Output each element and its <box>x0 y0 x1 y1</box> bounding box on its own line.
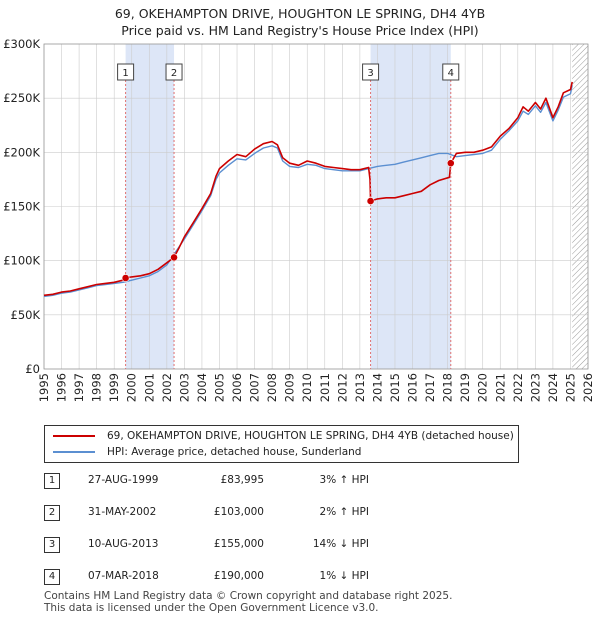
y-tick-label: £250K <box>3 91 40 105</box>
sale-marker-label: 4 <box>448 68 454 79</box>
x-tick-label: 1995 <box>37 373 51 402</box>
x-tick-label: 2024 <box>546 373 560 402</box>
footer: Contains HM Land Registry data © Crown c… <box>44 590 452 614</box>
sale-point <box>121 274 130 282</box>
y-tick-label: £0 <box>25 362 40 376</box>
x-tick-label: 2016 <box>406 373 420 402</box>
sale-marker-box <box>362 63 380 81</box>
sale-price: £83,995 <box>220 474 264 486</box>
x-tick-label: 1997 <box>72 373 86 402</box>
x-tick-label: 2006 <box>230 373 244 402</box>
x-tick-label: 1996 <box>55 373 69 402</box>
y-tick-label: £100K <box>3 254 40 268</box>
sale-price: £103,000 <box>213 506 264 518</box>
sale-marker-box <box>442 63 460 81</box>
legend-swatch-hpi <box>53 451 95 453</box>
sale-hpi-delta: 3% ↑ HPI <box>319 474 369 486</box>
x-tick-label: 2017 <box>423 373 437 402</box>
legend-label-price-paid: 69, OKEHAMPTON DRIVE, HOUGHTON LE SPRING… <box>107 430 514 442</box>
x-tick-label: 2005 <box>212 373 226 402</box>
sale-number: 3 <box>44 537 60 553</box>
x-tick-label: 2019 <box>458 373 472 402</box>
x-tick-label: 2007 <box>248 373 262 402</box>
sale-point <box>446 159 455 168</box>
x-tick-label: 2003 <box>177 373 191 402</box>
sale-number: 2 <box>44 505 60 521</box>
x-tick-label: 2000 <box>125 373 139 402</box>
x-tick-label: 2025 <box>563 373 577 402</box>
sale-number: 1 <box>44 473 60 489</box>
x-tick-label: 2010 <box>300 373 314 402</box>
legend-label-hpi: HPI: Average price, detached house, Sund… <box>107 446 362 458</box>
legend-item-price-paid: 69, OKEHAMPTON DRIVE, HOUGHTON LE SPRING… <box>53 428 514 444</box>
x-tick-label: 2001 <box>142 373 156 402</box>
x-tick-label: 2015 <box>388 373 402 402</box>
x-tick-label: 2011 <box>318 373 332 402</box>
x-tick-label: 2008 <box>265 373 279 402</box>
x-tick-label: 1999 <box>107 373 121 402</box>
x-tick-label: 2012 <box>335 373 349 402</box>
hpi-series-line <box>43 85 573 298</box>
price-paid-series-line <box>43 81 573 297</box>
y-tick-label: £150K <box>3 200 40 214</box>
sale-row: 3 10-AUG-2013 £155,000 14% ↓ HPI <box>44 536 444 554</box>
footer-copyright: Contains HM Land Registry data © Crown c… <box>44 590 453 602</box>
x-tick-label: 2009 <box>283 373 297 402</box>
sale-point <box>170 253 178 262</box>
footer-licence: This data is licensed under the Open Gov… <box>44 602 379 614</box>
sale-date: 07-MAR-2018 <box>88 570 159 582</box>
legend-swatch-price-paid <box>53 435 95 437</box>
sale-row: 1 27-AUG-1999 £83,995 3% ↑ HPI <box>44 472 444 490</box>
sale-hpi-delta: 14% ↓ HPI <box>312 538 369 550</box>
plot-frame <box>43 43 589 370</box>
x-tick-label: 2004 <box>195 373 209 402</box>
x-tick-label: 2014 <box>370 373 384 402</box>
y-tick-label: £50K <box>11 308 41 322</box>
y-tick-label: £300K <box>3 37 40 51</box>
x-tick-label: 2002 <box>160 373 174 402</box>
x-tick-label: 2018 <box>441 373 455 402</box>
sale-point <box>366 197 375 205</box>
sale-number: 4 <box>44 569 60 585</box>
sale-date: 27-AUG-1999 <box>88 474 159 486</box>
x-tick-label: 2026 <box>581 373 595 402</box>
sale-marker-label: 3 <box>367 68 373 79</box>
sale-hpi-delta: 2% ↑ HPI <box>319 506 369 518</box>
legend: 69, OKEHAMPTON DRIVE, HOUGHTON LE SPRING… <box>44 425 519 463</box>
sale-marker-label: 1 <box>122 68 128 79</box>
y-tick-label: £200K <box>3 145 40 159</box>
x-tick-label: 2013 <box>353 373 367 402</box>
sale-price: £190,000 <box>213 570 264 582</box>
x-tick-label: 2021 <box>493 373 507 402</box>
sale-row: 2 31-MAY-2002 £103,000 2% ↑ HPI <box>44 504 444 522</box>
sale-row: 4 07-MAR-2018 £190,000 1% ↓ HPI <box>44 568 444 586</box>
x-tick-label: 2022 <box>511 373 525 402</box>
sale-date: 10-AUG-2013 <box>88 538 159 550</box>
sale-marker-box <box>117 63 135 81</box>
sale-marker-label: 2 <box>171 68 177 79</box>
sale-price: £155,000 <box>213 538 264 550</box>
sale-date: 31-MAY-2002 <box>88 506 157 518</box>
legend-item-hpi: HPI: Average price, detached house, Sund… <box>53 444 361 460</box>
x-tick-label: 2020 <box>476 373 490 402</box>
sale-hpi-delta: 1% ↓ HPI <box>319 570 369 582</box>
chart-subtitle: Price paid vs. HM Land Registry's House … <box>121 23 479 38</box>
x-tick-label: 1998 <box>90 373 104 402</box>
sale-marker-box <box>165 63 183 81</box>
x-tick-label: 2023 <box>528 373 542 402</box>
chart-title-address: 69, OKEHAMPTON DRIVE, HOUGHTON LE SPRING… <box>114 6 486 21</box>
